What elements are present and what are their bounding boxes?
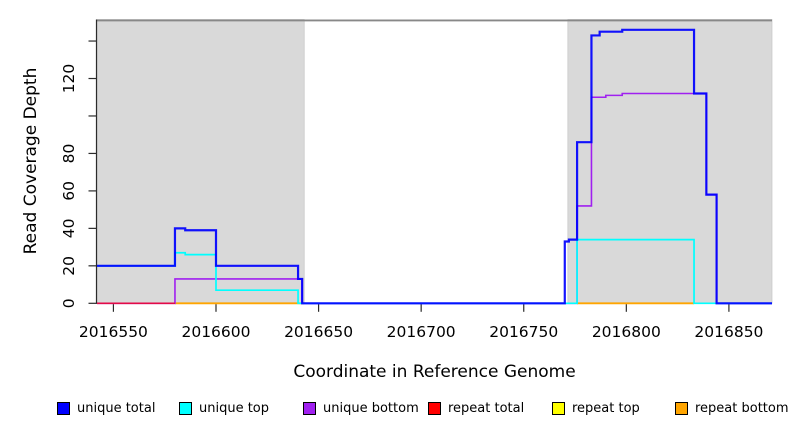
legend-swatch-icon <box>179 401 192 415</box>
legend-label: repeat bottom <box>695 400 789 416</box>
legend-label: unique top <box>199 400 270 416</box>
series-unique-top <box>97 238 772 305</box>
legend-item-repeat-bottom: repeat bottom <box>675 397 789 419</box>
x-axis-title: Coordinate in Reference Genome <box>293 362 576 382</box>
series-unique-total <box>97 28 772 305</box>
x-tick-label: 2016700 <box>387 323 456 341</box>
legend-swatch-icon <box>57 401 70 415</box>
x-tick-label: 2016550 <box>79 323 148 341</box>
legend-label: unique bottom <box>323 400 419 416</box>
x-tick-label: 2016850 <box>694 323 763 341</box>
legend-label: repeat top <box>572 400 640 416</box>
legend-swatch-icon <box>303 401 316 415</box>
y-tick-label: 80 <box>60 144 78 164</box>
legend-item-unique-top: unique top <box>179 397 269 419</box>
y-tick-label: 60 <box>60 181 78 201</box>
legend: unique total unique top unique bottom repea… <box>0 397 792 421</box>
legend-item-unique-bottom: unique bottom <box>303 397 419 419</box>
y-axis-title: Read Coverage Depth <box>21 67 41 255</box>
legend-swatch-icon <box>675 401 688 415</box>
legend-swatch-icon <box>552 401 565 415</box>
repeat-region-shading <box>567 19 773 304</box>
y-tick-label: 20 <box>60 256 78 276</box>
legend-item-repeat-top: repeat top <box>552 397 640 419</box>
y-tick-label: 120 <box>60 64 78 94</box>
legend-item-unique-total: unique total <box>57 397 155 419</box>
x-tick-label: 2016600 <box>181 323 250 341</box>
coverage-plot: 0 20 40 60 80 120 2016550 2016600 2016650 2016700… <box>60 19 773 341</box>
y-tick-label: 40 <box>60 219 78 239</box>
y-tick-label: 0 <box>60 298 78 308</box>
repeat-region-shading <box>96 19 305 304</box>
x-tick-label: 2016800 <box>592 323 661 341</box>
legend-item-repeat-total: repeat total <box>428 397 524 419</box>
legend-label: repeat total <box>448 400 525 416</box>
x-tick-label: 2016650 <box>284 323 353 341</box>
legend-label: unique total <box>77 400 156 416</box>
legend-swatch-icon <box>428 401 441 415</box>
x-tick-label: 2016750 <box>489 323 558 341</box>
